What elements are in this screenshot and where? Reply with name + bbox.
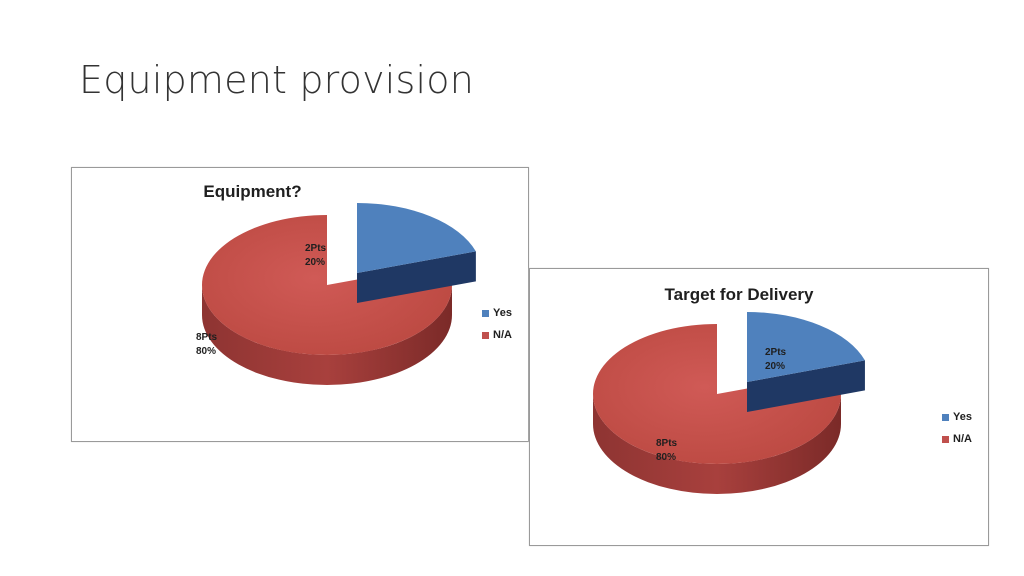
chart-panel-equipment: 2Pts 20% 8Pts 80% Equipment? Yes N/A — [71, 167, 529, 442]
chart-legend: Yes N/A — [482, 302, 512, 346]
pie-slice-side-na — [202, 285, 452, 385]
legend-label-yes: Yes — [953, 411, 972, 423]
pie-slice-face-yes — [357, 251, 476, 303]
pie-chart-target-for-delivery: 2Pts 20% 8Pts 80% — [593, 312, 865, 494]
data-label-yes: 2Pts 20% — [765, 347, 787, 372]
legend-item-na: N/A — [482, 324, 512, 346]
legend-label-na: N/A — [493, 329, 512, 341]
legend-swatch-na — [942, 435, 949, 443]
data-label-na: 8Pts 80% — [656, 438, 678, 463]
legend-swatch-na — [482, 331, 489, 339]
pie-slice-na — [201, 215, 452, 355]
data-label-yes: 2Pts 20% — [305, 243, 327, 268]
slide-title: Equipment provision — [79, 58, 475, 102]
legend-item-yes: Yes — [482, 302, 512, 324]
legend-label-yes: Yes — [493, 307, 512, 319]
pie-slice-yes — [357, 203, 476, 273]
legend-item-yes: Yes — [942, 406, 972, 428]
legend-label-na: N/A — [953, 433, 972, 445]
pie-slice-yes — [747, 312, 865, 382]
chart-title: Target for Delivery — [664, 285, 814, 304]
chart-legend: Yes N/A — [942, 406, 972, 450]
legend-swatch-yes — [942, 413, 949, 421]
chart-panel-target-for-delivery: 2Pts 20% 8Pts 80% Target for Delivery Yes N… — [529, 268, 989, 546]
pie-slice-side-na — [593, 394, 841, 494]
data-label-na: 8Pts 80% — [196, 332, 218, 357]
chart-title: Equipment? — [203, 182, 302, 201]
legend-item-na: N/A — [942, 428, 972, 450]
pie-slice-face-yes — [747, 360, 865, 412]
pie-chart-equipment: 2Pts 20% 8Pts 80% — [196, 203, 476, 385]
legend-swatch-yes — [482, 309, 489, 317]
pie-slice-na — [593, 324, 841, 464]
